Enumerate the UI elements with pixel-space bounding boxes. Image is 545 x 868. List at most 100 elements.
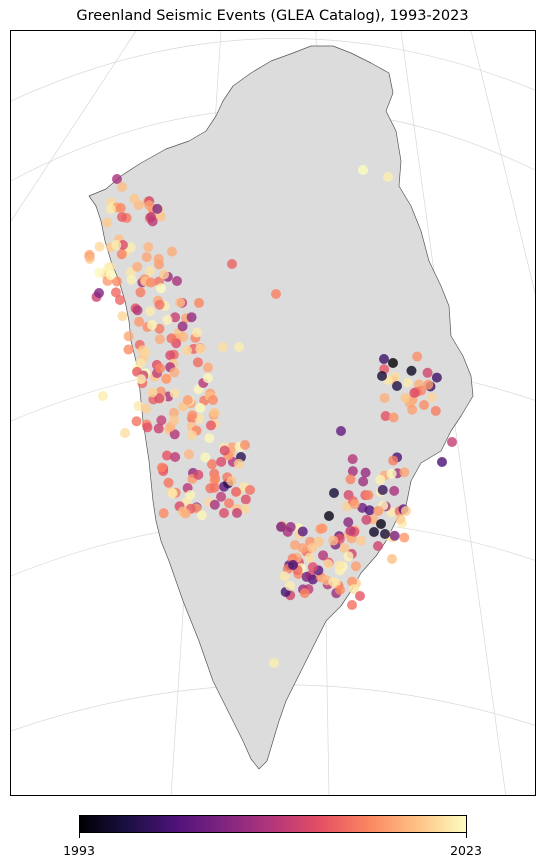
seismic-event-marker	[154, 334, 165, 345]
seismic-event-marker	[132, 261, 143, 272]
seismic-event-marker	[125, 267, 136, 278]
seismic-event-marker	[165, 350, 176, 361]
seismic-event-marker	[111, 276, 122, 287]
seismic-event-marker	[379, 354, 389, 364]
seismic-event-marker	[334, 584, 345, 595]
seismic-event-marker	[186, 430, 197, 441]
seismic-event-marker	[114, 294, 125, 305]
seismic-event-marker	[115, 203, 126, 214]
seismic-event-marker	[307, 562, 318, 573]
seismic-event-marker	[373, 505, 384, 516]
seismic-event-marker	[447, 437, 457, 447]
seismic-event-marker	[169, 367, 180, 378]
seismic-event-marker	[392, 381, 402, 391]
seismic-event-marker	[380, 411, 391, 422]
seismic-event-marker	[386, 468, 397, 479]
seismic-event-marker	[234, 342, 244, 352]
seismic-event-marker	[400, 392, 411, 403]
seismic-event-marker	[219, 508, 229, 518]
seismic-event-marker	[162, 314, 173, 325]
seismic-event-marker	[375, 474, 386, 485]
seismic-event-marker	[430, 405, 441, 416]
colorbar-label-max: 2023	[450, 843, 482, 858]
seismic-event-marker	[388, 412, 399, 423]
seismic-event-marker	[209, 499, 220, 510]
seismic-event-marker	[209, 407, 220, 418]
seismic-event-marker	[154, 393, 165, 404]
seismic-event-marker	[227, 259, 237, 269]
seismic-event-marker	[196, 510, 207, 521]
seismic-event-marker	[161, 373, 172, 384]
seismic-event-marker	[231, 486, 242, 497]
seismic-event-marker	[356, 535, 367, 546]
seismic-event-marker	[168, 407, 179, 418]
seismic-event-marker	[143, 242, 154, 253]
seismic-event-marker	[98, 391, 108, 401]
seismic-event-marker	[195, 343, 206, 354]
seismic-event-marker	[347, 600, 357, 610]
seismic-event-marker	[223, 498, 234, 509]
seismic-event-marker	[269, 658, 279, 668]
seismic-event-marker	[94, 267, 105, 278]
seismic-event-marker	[170, 312, 181, 323]
seismic-event-marker	[349, 584, 360, 595]
seismic-event-marker	[245, 485, 255, 495]
seismic-event-marker	[120, 428, 130, 438]
seismic-event-marker	[180, 508, 191, 519]
seismic-event-marker	[147, 319, 158, 330]
seismic-event-marker	[345, 525, 356, 536]
seismic-event-marker	[183, 449, 194, 460]
seismic-event-marker	[134, 316, 145, 327]
seismic-event-marker	[205, 420, 216, 431]
seismic-event-marker	[233, 458, 244, 469]
seismic-event-marker	[117, 311, 128, 322]
seismic-event-marker	[110, 287, 121, 298]
seismic-event-marker	[377, 371, 387, 381]
seismic-event-marker	[216, 456, 227, 467]
seismic-event-marker	[111, 239, 122, 250]
seismic-event-marker	[350, 561, 361, 572]
seismic-event-marker	[116, 249, 127, 260]
seismic-event-marker	[279, 571, 290, 582]
colorbar	[79, 815, 467, 833]
colorbar-tick-min	[79, 833, 80, 838]
seismic-event-marker	[317, 523, 328, 534]
seismic-event-marker	[163, 477, 174, 488]
seismic-event-marker	[379, 392, 390, 403]
seismic-event-marker	[377, 484, 388, 495]
seismic-event-marker	[208, 394, 219, 405]
seismic-event-marker	[141, 252, 152, 263]
seismic-event-marker	[426, 392, 437, 403]
seismic-event-marker	[347, 466, 358, 477]
seismic-event-marker	[169, 388, 180, 399]
seismic-event-marker	[159, 269, 170, 280]
seismic-event-marker	[358, 165, 368, 175]
seismic-event-marker	[349, 499, 360, 510]
seismic-event-marker	[132, 305, 143, 316]
seismic-event-marker	[156, 415, 167, 426]
seismic-event-marker	[192, 357, 203, 368]
seismic-event-marker	[395, 514, 406, 525]
seismic-event-marker	[376, 519, 386, 529]
seismic-event-marker	[204, 433, 215, 444]
seismic-event-marker	[172, 276, 182, 286]
seismic-event-marker	[419, 400, 429, 410]
seismic-event-marker	[288, 560, 298, 570]
seismic-event-marker	[240, 503, 251, 514]
seismic-event-marker	[144, 266, 155, 277]
seismic-event-marker	[389, 530, 400, 541]
seismic-event-marker	[336, 426, 346, 436]
seismic-event-marker	[140, 403, 151, 414]
seismic-event-marker	[161, 450, 172, 461]
seismic-event-marker	[343, 551, 354, 562]
seismic-event-marker	[347, 454, 358, 465]
seismic-event-marker	[363, 490, 374, 501]
seismic-event-marker	[369, 527, 379, 537]
seismic-event-marker	[402, 377, 413, 388]
seismic-event-marker	[407, 404, 418, 415]
seismic-event-marker	[399, 532, 410, 543]
seismic-event-marker	[240, 440, 250, 450]
seismic-event-marker	[105, 204, 116, 215]
seismic-event-marker	[94, 288, 104, 298]
seismic-event-marker	[155, 283, 166, 294]
